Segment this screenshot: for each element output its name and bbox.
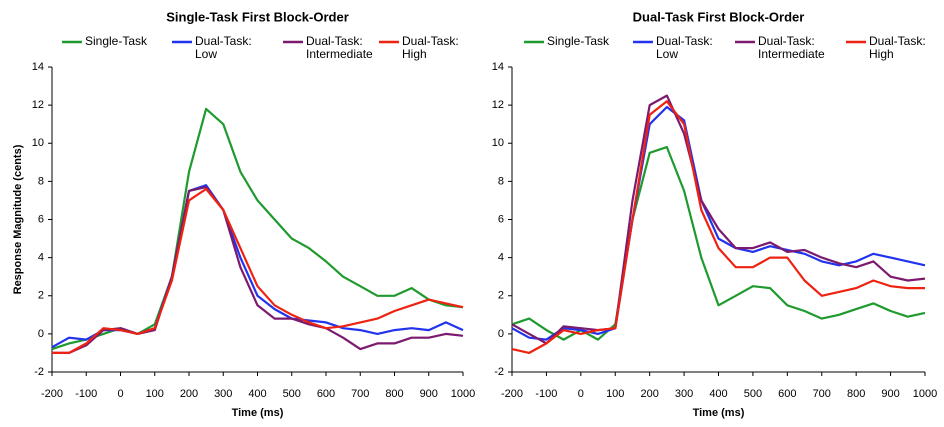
x-tick-label: 700 <box>351 388 369 400</box>
legend-item: Dual-Task: Low <box>656 35 713 61</box>
y-tick-label: 14 <box>32 61 44 73</box>
y-tick-label: 14 <box>492 61 504 73</box>
legend-label: Dual-Task: Low <box>656 35 713 61</box>
x-tick-label: 0 <box>117 388 123 400</box>
series-line <box>511 94 926 345</box>
y-tick-label: 6 <box>498 213 504 225</box>
x-tick-label: 200 <box>640 388 658 400</box>
x-tick-label: 600 <box>778 388 796 400</box>
y-tick-label: 12 <box>492 99 504 111</box>
x-tick-label: 1000 <box>451 388 475 400</box>
x-tick-label: 500 <box>283 388 301 400</box>
legend-item: Dual-Task: Intermediate <box>758 35 825 61</box>
y-tick-label: -2 <box>34 366 44 378</box>
series-line <box>51 184 464 349</box>
y-tick-label: 8 <box>498 175 504 187</box>
chart-title: Dual-Task First Block-Order <box>633 9 805 24</box>
legend-label: Single-Task <box>85 35 148 48</box>
y-tick-label: 4 <box>498 252 504 264</box>
x-tick-label: 400 <box>709 388 727 400</box>
legend-item: Dual-Task: Intermediate <box>306 35 373 61</box>
x-tick-label: 200 <box>180 388 198 400</box>
x-tick-label: 900 <box>420 388 438 400</box>
x-tick-label: 300 <box>214 388 232 400</box>
x-tick-label: 1000 <box>913 388 937 400</box>
y-tick-label: 2 <box>38 290 44 302</box>
legend-item: Dual-Task: High <box>869 35 926 61</box>
y-tick-label: 0 <box>38 328 44 340</box>
y-tick-label: 6 <box>38 213 44 225</box>
series-line <box>52 186 464 354</box>
x-tick-label: 100 <box>606 388 624 400</box>
x-tick-label: -100 <box>75 388 97 400</box>
legend-label: Dual-Task: High <box>402 35 459 61</box>
legend-label: Dual-Task: Intermediate <box>758 35 825 61</box>
x-axis-label: Time (ms) <box>232 407 284 419</box>
legend-item: Single-Task <box>547 35 610 48</box>
y-tick-label: 0 <box>498 328 504 340</box>
x-tick-label: 300 <box>675 388 693 400</box>
x-tick-label: 800 <box>385 388 403 400</box>
chart-title: Single-Task First Block-Order <box>166 9 349 24</box>
x-tick-label: 900 <box>881 388 899 400</box>
x-tick-label: 100 <box>146 388 164 400</box>
x-tick-label: 500 <box>744 388 762 400</box>
legend-label: Dual-Task: High <box>869 35 926 61</box>
y-tick-label: 10 <box>492 137 504 149</box>
y-tick-label: 12 <box>32 99 44 111</box>
legend-label: Single-Task <box>547 35 610 48</box>
y-tick-label: -2 <box>494 366 504 378</box>
legend-label: Dual-Task: Intermediate <box>306 35 373 61</box>
x-tick-label: -100 <box>535 388 557 400</box>
series-line <box>511 146 926 341</box>
x-tick-label: -200 <box>41 388 63 400</box>
x-tick-label: 700 <box>813 388 831 400</box>
series-line <box>51 107 464 351</box>
y-tick-label: 2 <box>498 290 504 302</box>
y-axis-label: Response Magnitude (cents) <box>12 144 24 294</box>
x-tick-label: 800 <box>847 388 865 400</box>
x-tick-label: 0 <box>578 388 584 400</box>
series-line <box>511 105 926 341</box>
x-tick-label: 600 <box>317 388 335 400</box>
y-tick-label: 8 <box>38 175 44 187</box>
series-line <box>52 187 464 354</box>
series-line <box>511 100 925 354</box>
y-tick-label: 4 <box>38 252 44 264</box>
x-tick-label: -200 <box>501 388 523 400</box>
x-axis-label: Time (ms) <box>693 407 745 419</box>
legend-item: Dual-Task: Low <box>195 35 252 61</box>
legend-label: Dual-Task: Low <box>195 35 252 61</box>
legend-item: Dual-Task: High <box>402 35 459 61</box>
y-tick-label: 10 <box>32 137 44 149</box>
x-tick-label: 400 <box>248 388 266 400</box>
legend-item: Single-Task <box>85 35 148 48</box>
